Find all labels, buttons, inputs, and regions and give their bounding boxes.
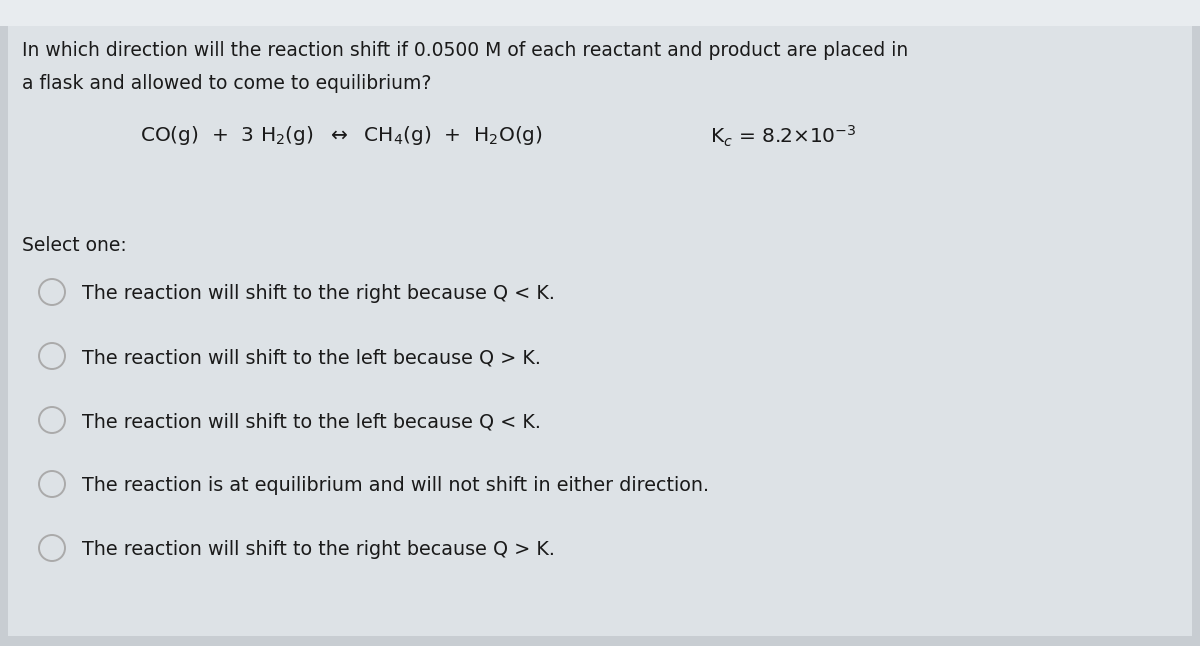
Text: The reaction will shift to the right because Q > K.: The reaction will shift to the right bec…: [82, 540, 554, 559]
Text: CO(g)  +  3 H$_2$(g)  $\leftrightarrow$  CH$_4$(g)  +  H$_2$O(g): CO(g) + 3 H$_2$(g) $\leftrightarrow$ CH$…: [140, 124, 542, 147]
Text: The reaction will shift to the left because Q < K.: The reaction will shift to the left beca…: [82, 412, 541, 431]
Text: K$_c$ = 8.2$\times$10$^{-3}$: K$_c$ = 8.2$\times$10$^{-3}$: [710, 124, 857, 149]
Text: In which direction will the reaction shift if 0.0500 M of each reactant and prod: In which direction will the reaction shi…: [22, 41, 908, 60]
Text: Select one:: Select one:: [22, 236, 127, 255]
Text: The reaction will shift to the left because Q > K.: The reaction will shift to the left beca…: [82, 348, 541, 367]
Text: a flask and allowed to come to equilibrium?: a flask and allowed to come to equilibri…: [22, 74, 431, 93]
Text: The reaction is at equilibrium and will not shift in either direction.: The reaction is at equilibrium and will …: [82, 476, 709, 495]
Bar: [0, 0, 1200, 26]
Text: The reaction will shift to the right because Q < K.: The reaction will shift to the right bec…: [82, 284, 554, 303]
